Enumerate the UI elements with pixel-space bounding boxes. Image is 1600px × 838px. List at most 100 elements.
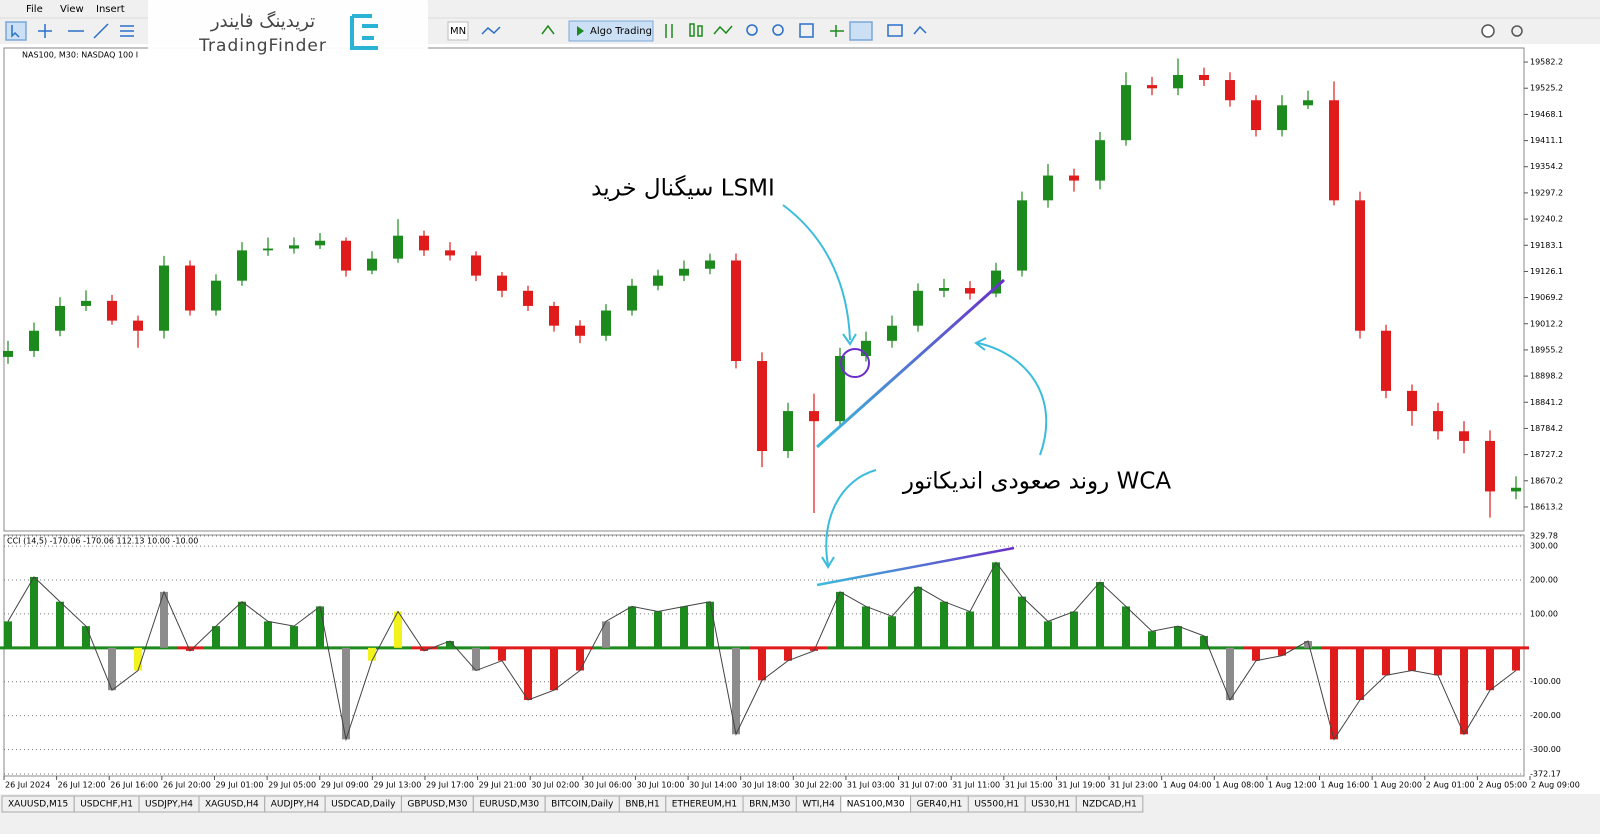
cci-bar [368, 647, 376, 661]
tool-trendline[interactable] [93, 23, 109, 39]
tab[interactable] [1075, 795, 1144, 813]
tool-shift[interactable] [830, 25, 844, 37]
cci-bar [264, 621, 272, 648]
cci-bar [1018, 596, 1026, 648]
menu-item[interactable]: Insert [96, 4, 125, 15]
cci-bar [1096, 582, 1104, 648]
x-tick-label: 30 Jul 22:00 [794, 781, 842, 790]
cci-bar [862, 606, 870, 648]
tool-zoom-in[interactable] [746, 24, 758, 36]
tool-line[interactable] [713, 25, 733, 35]
x-tick-label: 30 Jul 18:00 [742, 781, 790, 790]
candle-body [887, 325, 897, 341]
cci-bar [758, 647, 766, 681]
tab-label: USDCAD,Daily [331, 800, 396, 810]
y-tick-label: 18841.2 [1530, 398, 1563, 407]
arrow [977, 342, 1048, 456]
candle-body [809, 411, 819, 422]
cci-bar [1512, 647, 1520, 671]
x-tick-label: 29 Jul 01:00 [215, 781, 263, 790]
candle-body [1095, 140, 1105, 181]
cci-bar [4, 621, 12, 648]
algo-trading-button[interactable] [568, 20, 654, 42]
candle-body [263, 248, 273, 251]
search[interactable] [1511, 25, 1523, 37]
y-tick-label: 19582.2 [1530, 58, 1563, 67]
x-tick-label: 29 Jul 21:00 [479, 781, 527, 790]
cci-bar [394, 611, 402, 648]
menu-item[interactable]: View [60, 4, 84, 15]
cci-bar [472, 647, 480, 671]
candle-body [107, 300, 117, 321]
x-tick-label: 26 Jul 20:00 [163, 781, 211, 790]
cci-bar [56, 601, 64, 648]
tool-autoscroll[interactable] [849, 21, 873, 41]
cci-bar [1174, 626, 1182, 648]
tool-templates[interactable] [913, 25, 927, 35]
candle-body [1329, 100, 1339, 201]
tool-grid[interactable] [799, 23, 814, 38]
tool-candles[interactable] [689, 23, 695, 37]
tool-bars[interactable] [665, 24, 673, 38]
y-tick-label: 329.78 [1530, 532, 1558, 541]
candle-body [55, 305, 65, 331]
algo-trading-label: Algo Trading [590, 26, 652, 37]
x-tick-label: 26 Jul 16:00 [110, 781, 158, 790]
x-tick-label: 1 Aug 08:00 [1215, 781, 1264, 790]
tool-crosshair[interactable] [38, 24, 52, 38]
candle-body [1121, 85, 1131, 141]
tool-signals[interactable] [541, 24, 555, 35]
cci-bar [316, 606, 324, 648]
candle-body [965, 288, 975, 294]
tab-label: NZDCAD,H1 [1082, 800, 1137, 810]
x-tick-label: 29 Jul 09:00 [321, 781, 369, 790]
tab-label: XAUUSD,M15 [8, 800, 68, 810]
cci-bar [888, 616, 896, 648]
period-button[interactable] [447, 21, 469, 41]
menu-item[interactable]: File [26, 4, 43, 15]
tool-fibo[interactable] [120, 25, 134, 37]
candle-body [1381, 330, 1391, 391]
y-tick-label: 19183.1 [1530, 241, 1563, 250]
annotation-shapes [782, 204, 1048, 587]
icon [697, 25, 703, 37]
notifications[interactable] [1481, 24, 1495, 38]
cci-bar [1122, 606, 1130, 648]
x-tick-label: 26 Jul 12:00 [58, 781, 106, 790]
candle-body [29, 330, 39, 351]
signal-circle [840, 348, 870, 378]
icon [11, 25, 20, 38]
y-tick-label: 19411.1 [1530, 136, 1563, 145]
cci-bar [732, 647, 740, 735]
candle-body [367, 258, 377, 271]
arrowhead [842, 333, 857, 346]
candle-body [237, 250, 247, 281]
cci-bar [1460, 647, 1468, 735]
y-tick-label: 18898.2 [1530, 372, 1563, 381]
arrowhead [821, 556, 835, 569]
candle-body [1277, 105, 1287, 131]
tool-zoom-out[interactable] [772, 24, 784, 36]
watermark: تریدینگ فایندر TradingFinder [148, 0, 428, 70]
candle-body [289, 245, 299, 249]
candle-body [1303, 100, 1313, 106]
tool-screenshot[interactable] [887, 24, 903, 37]
tab-label: US500,H1 [974, 800, 1019, 810]
candle-body [471, 255, 481, 276]
candle-body [497, 275, 507, 291]
tool-indicators[interactable] [481, 26, 501, 35]
x-tick-label: 31 Jul 15:00 [1005, 781, 1053, 790]
tab-label: GER40,H1 [917, 800, 963, 810]
cci-bar [1226, 647, 1234, 701]
y-tick-label: -300.00 [1530, 745, 1561, 754]
tab-label: USDCHF,H1 [80, 800, 133, 810]
candle-body [1459, 431, 1469, 441]
cci-bar [1330, 647, 1338, 740]
candle-body [653, 275, 663, 286]
y-tick-label: 300.00 [1530, 542, 1558, 551]
tool-select[interactable] [5, 21, 27, 41]
x-tick-label: 30 Jul 10:00 [636, 781, 684, 790]
cci-bar [1382, 647, 1390, 676]
candle-body [575, 325, 585, 336]
candle-body [419, 235, 429, 251]
